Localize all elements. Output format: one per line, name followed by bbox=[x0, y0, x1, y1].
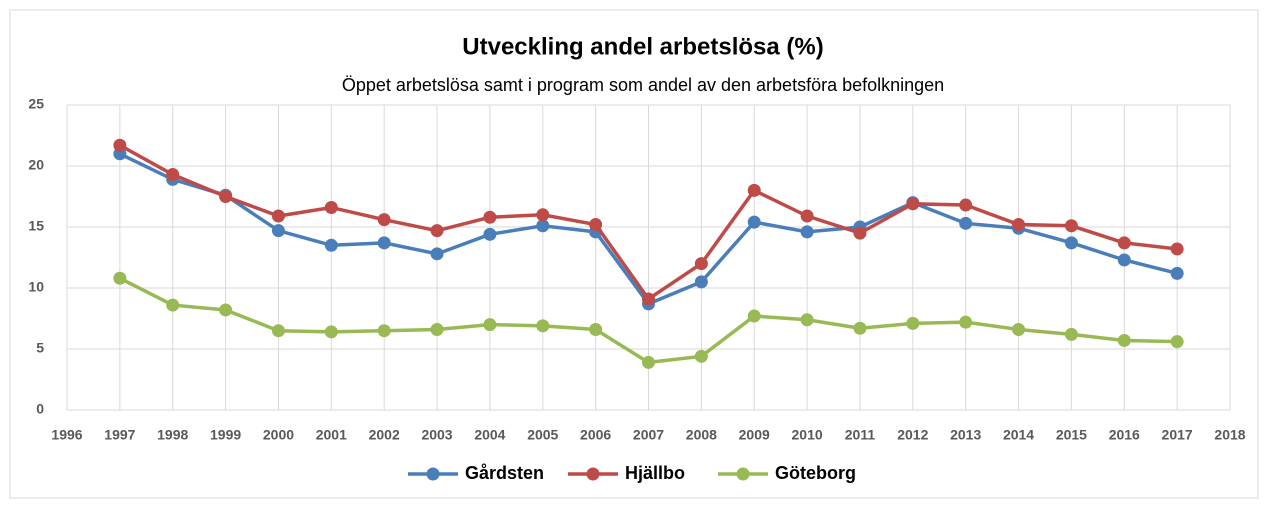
x-tick-label: 2014 bbox=[1003, 427, 1034, 443]
chart-border bbox=[9, 9, 1259, 499]
y-tick-label: 20 bbox=[28, 157, 44, 173]
x-tick-label: 2017 bbox=[1162, 427, 1193, 443]
point bbox=[377, 324, 391, 338]
point bbox=[747, 183, 761, 197]
point bbox=[747, 215, 761, 229]
x-tick-label: 2001 bbox=[316, 427, 347, 443]
point bbox=[1012, 218, 1026, 232]
point bbox=[1064, 236, 1078, 250]
point bbox=[536, 319, 550, 333]
point bbox=[113, 271, 127, 285]
chart-title: Utveckling andel arbetslösa (%) bbox=[462, 33, 823, 60]
x-tick-label: 2015 bbox=[1056, 427, 1087, 443]
y-tick-label: 10 bbox=[28, 279, 44, 295]
point bbox=[219, 303, 233, 317]
point bbox=[1064, 219, 1078, 233]
point bbox=[1170, 242, 1184, 256]
legend-label: Göteborg bbox=[775, 463, 856, 483]
point bbox=[959, 198, 973, 212]
point bbox=[166, 168, 180, 182]
x-tick-label: 2005 bbox=[527, 427, 558, 443]
point bbox=[377, 213, 391, 227]
point bbox=[853, 321, 867, 335]
point bbox=[1117, 236, 1131, 250]
x-tick-label: 1997 bbox=[104, 427, 135, 443]
point bbox=[800, 209, 814, 223]
point bbox=[589, 218, 603, 232]
point bbox=[377, 236, 391, 250]
y-tick-label: 15 bbox=[28, 218, 44, 234]
x-tick-label: 2016 bbox=[1109, 427, 1140, 443]
point bbox=[747, 309, 761, 323]
point bbox=[1117, 253, 1131, 267]
point bbox=[483, 318, 497, 332]
x-tick-label: 2008 bbox=[686, 427, 717, 443]
point bbox=[271, 324, 285, 338]
point bbox=[642, 355, 655, 369]
point bbox=[166, 298, 180, 312]
point bbox=[483, 210, 497, 224]
point bbox=[430, 224, 444, 238]
point bbox=[694, 275, 708, 289]
y-tick-label: 5 bbox=[36, 340, 44, 356]
point bbox=[694, 349, 708, 363]
legend-marker bbox=[426, 467, 440, 481]
legend-marker bbox=[586, 467, 600, 481]
legend-label: Gårdsten bbox=[465, 463, 544, 483]
point bbox=[324, 238, 338, 252]
x-tick-label: 2004 bbox=[474, 427, 505, 443]
point bbox=[219, 190, 233, 203]
point bbox=[113, 138, 127, 152]
x-tick-label: 1998 bbox=[157, 427, 188, 443]
point bbox=[430, 247, 444, 261]
legend-marker bbox=[736, 467, 750, 481]
x-tick-label: 2000 bbox=[263, 427, 294, 443]
point bbox=[800, 313, 814, 327]
point bbox=[1117, 333, 1131, 347]
point bbox=[800, 225, 814, 239]
y-tick-label: 25 bbox=[28, 96, 44, 112]
x-tick-label: 2010 bbox=[792, 427, 823, 443]
point bbox=[324, 200, 338, 214]
x-tick-label: 2011 bbox=[845, 427, 876, 443]
x-tick-label: 1999 bbox=[210, 427, 241, 443]
point bbox=[642, 292, 655, 306]
point bbox=[1012, 322, 1026, 336]
point bbox=[271, 224, 285, 238]
point bbox=[1170, 266, 1184, 280]
x-tick-label: 2006 bbox=[580, 427, 611, 443]
point bbox=[271, 209, 285, 223]
legend-label: Hjällbo bbox=[625, 463, 685, 483]
point bbox=[324, 325, 338, 339]
point bbox=[959, 315, 973, 329]
x-tick-label: 2003 bbox=[421, 427, 452, 443]
x-tick-label: 2007 bbox=[633, 427, 664, 443]
chart-subtitle: Öppet arbetslösa samt i program som ande… bbox=[342, 75, 944, 95]
x-tick-label: 2012 bbox=[897, 427, 928, 443]
point bbox=[536, 208, 550, 222]
point bbox=[906, 316, 920, 330]
point bbox=[1064, 327, 1078, 341]
point bbox=[483, 227, 497, 241]
y-tick-label: 0 bbox=[36, 401, 44, 417]
point bbox=[589, 322, 603, 336]
x-tick-label: 2002 bbox=[369, 427, 400, 443]
point bbox=[536, 219, 550, 233]
x-tick-label: 2018 bbox=[1214, 427, 1245, 443]
x-tick-label: 2009 bbox=[739, 427, 770, 443]
x-tick-label: 1996 bbox=[51, 427, 82, 443]
x-tick-label: 2013 bbox=[950, 427, 981, 443]
point bbox=[1170, 335, 1184, 349]
point bbox=[430, 322, 444, 336]
point bbox=[694, 257, 708, 271]
point bbox=[906, 197, 920, 211]
point bbox=[959, 216, 973, 230]
point bbox=[853, 226, 867, 240]
